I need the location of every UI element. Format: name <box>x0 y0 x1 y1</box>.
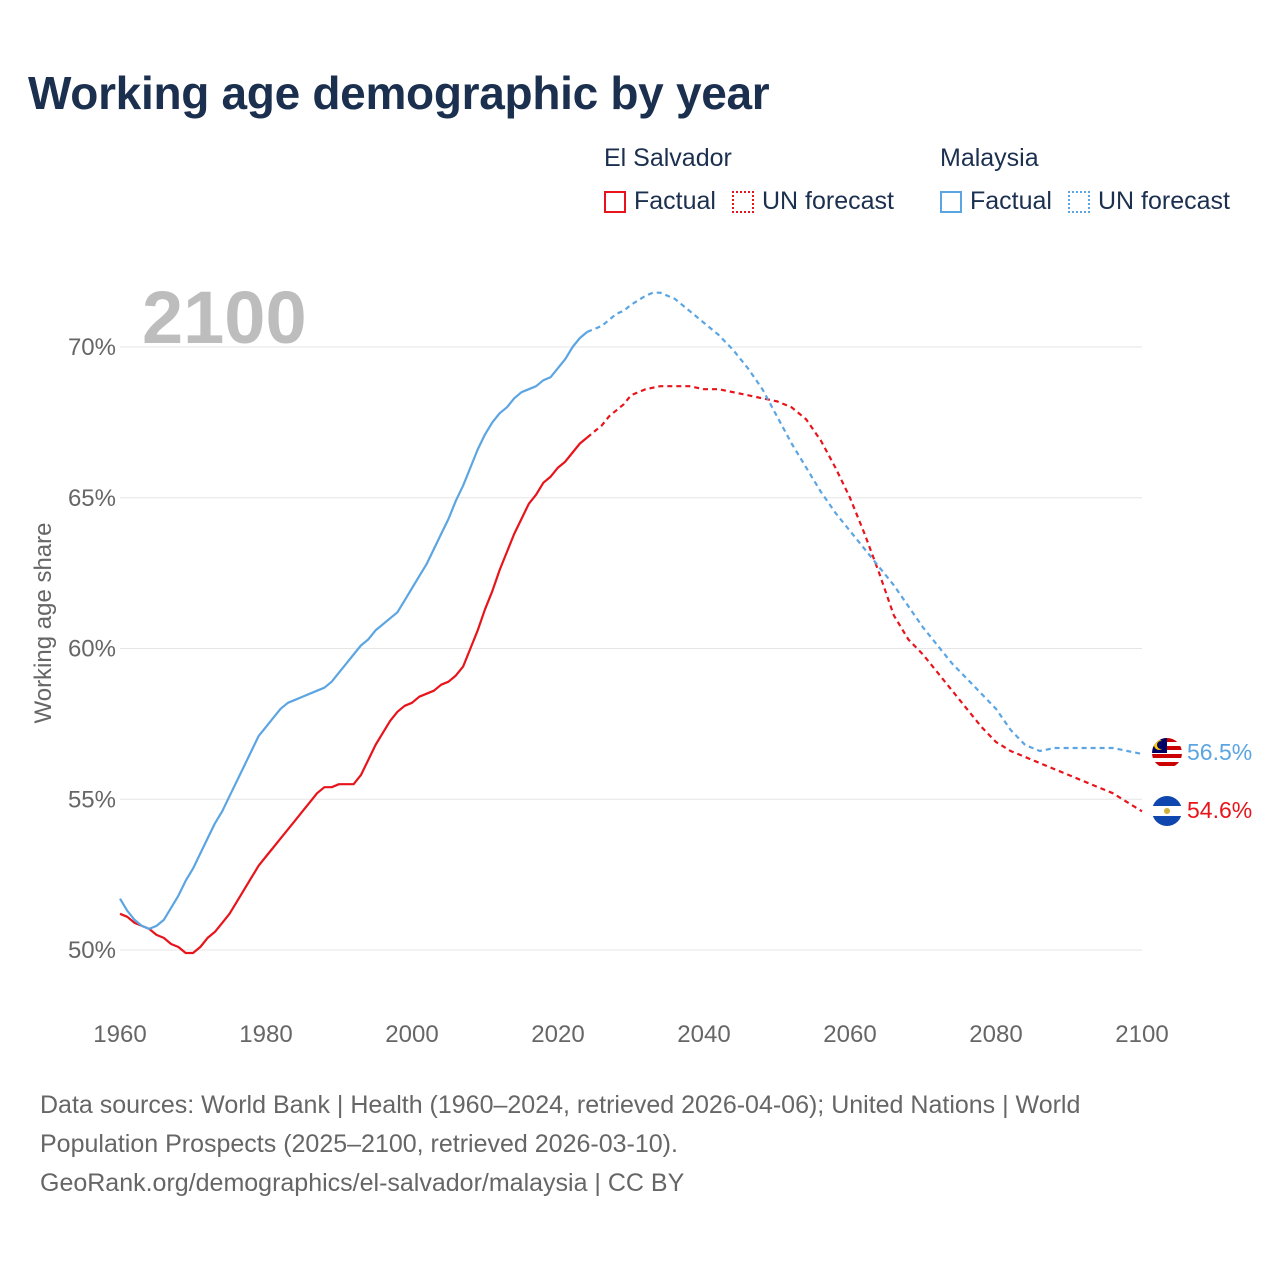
legend-label: Factual <box>970 187 1052 215</box>
y-axis-label: Working age share <box>30 523 57 724</box>
y-tick-label: 70% <box>68 334 116 361</box>
malaysia-flag-icon <box>1152 738 1182 768</box>
y-tick-label: 65% <box>68 485 116 512</box>
line-chart: 2100 50% 55% 60% 65% 70% 1960 1980 2000 2020 204… <box>30 276 1252 1048</box>
year-watermark: 2100 <box>142 276 307 359</box>
legend-swatch-dotted-icon <box>731 190 754 213</box>
end-label-el-salvador: 54.6% <box>1187 797 1252 823</box>
x-tick-label: 2040 <box>677 1021 730 1048</box>
x-tick-label: 2020 <box>531 1021 584 1048</box>
legend-country-malaysia: Malaysia <box>940 144 1039 172</box>
y-tick-label: 60% <box>68 636 116 663</box>
footer-line: Population Prospects (2025–2100, retriev… <box>40 1130 678 1158</box>
x-tick-label: 1960 <box>93 1021 146 1048</box>
y-tick-label: 55% <box>68 786 116 813</box>
legend-item-el-salvador-forecast[interactable]: UN forecast <box>731 187 894 216</box>
legend-swatch-solid-icon <box>604 190 626 213</box>
series-line-el-salvador-forecast[interactable] <box>586 385 1143 813</box>
legend-label: Factual <box>634 187 716 215</box>
footer-line: Data sources: World Bank | Health (1960–… <box>40 1091 1081 1119</box>
legend-item-malaysia-factual[interactable]: Factual <box>940 187 1052 216</box>
legend-label: UN forecast <box>1097 187 1230 215</box>
end-label-malaysia: 56.5% <box>1187 739 1252 765</box>
y-tick-label: 50% <box>68 937 116 964</box>
legend-group-el-salvador: El Salvador Factual UN forecast <box>604 144 910 216</box>
footer-link[interactable]: GeoRank.org/demographics/el-salvador/mal… <box>40 1169 685 1197</box>
legend-country-el-salvador: El Salvador <box>604 144 732 172</box>
series-line-malaysia-factual[interactable] <box>119 331 588 930</box>
series-line-el-salvador-factual[interactable] <box>119 436 588 955</box>
x-tick-label: 2060 <box>823 1021 876 1048</box>
legend-label: UN forecast <box>761 187 894 215</box>
x-tick-label: 2080 <box>969 1021 1022 1048</box>
legend-item-malaysia-forecast[interactable]: UN forecast <box>1067 187 1230 216</box>
legend-group-malaysia: Malaysia Factual UN forecast <box>940 144 1230 216</box>
legend-swatch-dotted-icon <box>1067 190 1090 213</box>
legend-item-el-salvador-factual[interactable]: Factual <box>604 187 716 216</box>
x-tick-label: 1980 <box>239 1021 292 1048</box>
x-tick-label: 2000 <box>385 1021 438 1048</box>
chart-title: Working age demographic by year <box>28 67 770 119</box>
el-salvador-flag-icon <box>1152 796 1182 826</box>
series-line-malaysia-forecast[interactable] <box>586 291 1143 756</box>
x-tick-label: 2100 <box>1115 1021 1168 1048</box>
legend-swatch-solid-icon <box>940 190 962 213</box>
footer-sources: Data sources: World Bank | Health (1960–… <box>40 1086 1220 1203</box>
